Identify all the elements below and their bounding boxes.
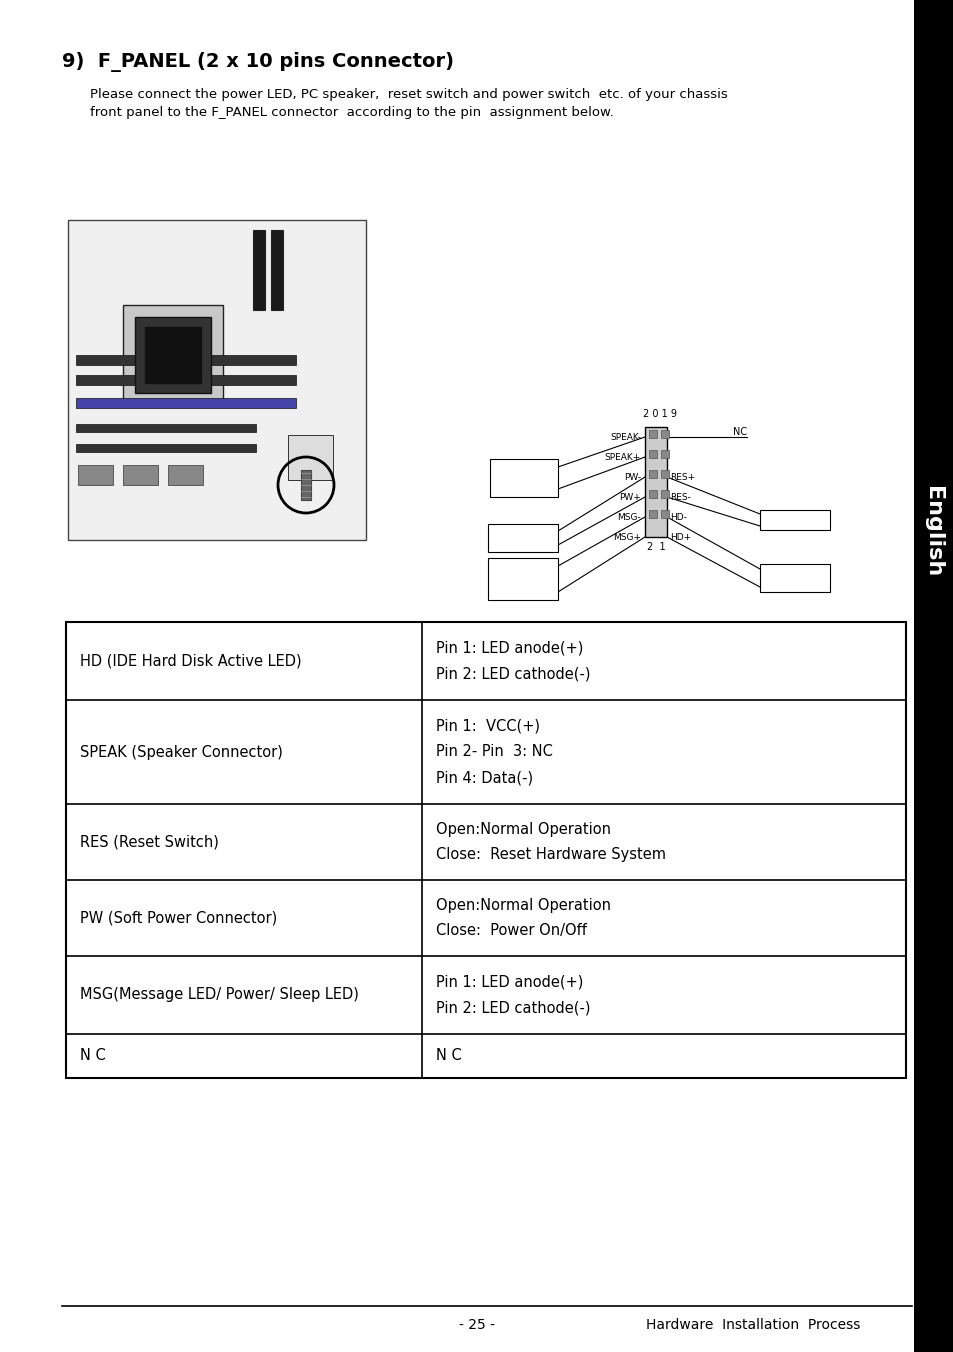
Text: Please connect the power LED, PC speaker,  reset switch and power switch  etc. o: Please connect the power LED, PC speaker… [90, 88, 727, 101]
Bar [78, 465, 112, 485]
Bar [66, 622, 905, 1078]
Text: Pin 4: Data(-): Pin 4: Data(-) [436, 771, 533, 786]
Text: front panel to the F_PANEL connector  according to the pin  assignment below.: front panel to the F_PANEL connector acc… [90, 105, 613, 119]
Bar [271, 230, 283, 310]
Bar [648, 510, 657, 518]
Bar [660, 470, 668, 479]
Text: Connector: Connector [500, 479, 547, 488]
Bar [760, 564, 829, 592]
Text: English: English [923, 487, 942, 577]
Text: PW (Soft Power Connector): PW (Soft Power Connector) [80, 910, 277, 926]
Bar [913, 0, 953, 1352]
Text: SPEAK-: SPEAK- [609, 433, 640, 442]
Bar [648, 430, 657, 438]
Bar [76, 425, 255, 433]
Text: NC: NC [732, 427, 746, 437]
Bar [145, 327, 201, 383]
Text: Reset Switch: Reset Switch [765, 515, 823, 525]
Text: Close:  Power On/Off: Close: Power On/Off [436, 923, 586, 938]
Text: Pin 1: LED anode(+): Pin 1: LED anode(+) [436, 641, 583, 656]
Text: 9)  F_PANEL (2 x 10 pins Connector): 9) F_PANEL (2 x 10 pins Connector) [62, 51, 454, 72]
Bar [648, 450, 657, 458]
Text: Speaker: Speaker [505, 466, 542, 476]
Text: SPEAK+: SPEAK+ [604, 453, 640, 461]
Bar [76, 356, 295, 365]
Bar [660, 510, 668, 518]
Text: PW+: PW+ [618, 492, 640, 502]
Bar [648, 489, 657, 498]
Text: N C: N C [80, 1049, 106, 1064]
Bar [490, 458, 558, 498]
Text: Pin 2- Pin  3: NC: Pin 2- Pin 3: NC [436, 745, 553, 760]
Bar [488, 525, 558, 552]
Text: Open:Normal Operation: Open:Normal Operation [436, 822, 610, 837]
Bar [135, 316, 211, 393]
Bar [288, 435, 333, 480]
Bar [644, 427, 666, 537]
Text: RES (Reset Switch): RES (Reset Switch) [80, 834, 218, 849]
Text: RES+: RES+ [669, 472, 695, 481]
Bar [76, 375, 295, 385]
Bar [648, 470, 657, 479]
Text: Close:  Reset Hardware System: Close: Reset Hardware System [436, 848, 665, 863]
Text: HD-: HD- [669, 512, 686, 522]
Text: HD+: HD+ [669, 533, 690, 542]
Bar [660, 489, 668, 498]
Bar [76, 397, 295, 408]
Text: - 25 -: - 25 - [458, 1318, 495, 1332]
Text: Connector: Connector [500, 538, 544, 548]
Text: Pin 2: LED cathode(-): Pin 2: LED cathode(-) [436, 667, 590, 681]
Text: Pin 1: LED anode(+): Pin 1: LED anode(+) [436, 975, 583, 990]
Text: Pin 1:  VCC(+): Pin 1: VCC(+) [436, 718, 539, 734]
Text: Soft Power: Soft Power [500, 527, 545, 537]
Text: Open:Normal Operation: Open:Normal Operation [436, 898, 610, 913]
Text: N C: N C [436, 1049, 461, 1064]
Bar [488, 558, 558, 600]
Text: Sleep LED: Sleep LED [502, 584, 542, 592]
Text: Active  LED: Active LED [771, 579, 817, 588]
Text: Pin 2: LED cathode(-): Pin 2: LED cathode(-) [436, 1000, 590, 1015]
Text: HD (IDE Hard Disk Active LED): HD (IDE Hard Disk Active LED) [80, 653, 301, 668]
Text: RES-: RES- [669, 492, 690, 502]
Text: Hardware  Installation  Process: Hardware Installation Process [645, 1318, 859, 1332]
Text: 2 0 1 9: 2 0 1 9 [642, 410, 677, 419]
Text: Message LED: Message LED [496, 564, 549, 572]
Text: MSG-: MSG- [617, 512, 640, 522]
Text: IDE Hard Disk: IDE Hard Disk [767, 568, 821, 576]
Bar [68, 220, 366, 539]
Text: MSG(Message LED/ Power/ Sleep LED): MSG(Message LED/ Power/ Sleep LED) [80, 987, 358, 1002]
Bar [76, 443, 255, 452]
Bar [123, 465, 158, 485]
Bar [760, 510, 829, 530]
Bar [660, 430, 668, 438]
Text: PW-: PW- [623, 472, 640, 481]
Bar [168, 465, 203, 485]
Text: 2  1: 2 1 [646, 542, 665, 552]
Bar [253, 230, 265, 310]
Text: MSG+: MSG+ [613, 533, 640, 542]
Bar [660, 450, 668, 458]
Text: Power/: Power/ [509, 573, 536, 583]
Text: SPEAK (Speaker Connector): SPEAK (Speaker Connector) [80, 745, 283, 760]
Bar [123, 306, 223, 406]
Bar [301, 470, 311, 500]
